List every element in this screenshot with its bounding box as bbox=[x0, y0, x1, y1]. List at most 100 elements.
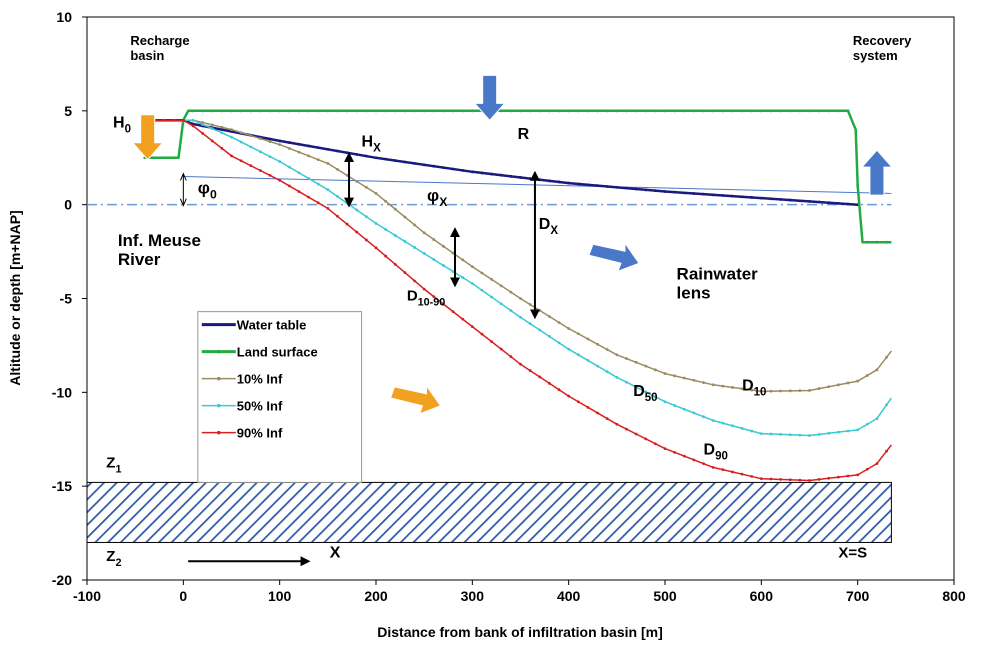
series-point-water-table bbox=[731, 194, 734, 198]
series-point-land-surface bbox=[596, 109, 599, 113]
series-point-90-inf bbox=[740, 472, 744, 476]
series-point-50-inf bbox=[249, 145, 253, 149]
series-point-50-inf bbox=[432, 258, 436, 261]
series-point-10-inf bbox=[663, 372, 667, 375]
series-point-10-inf bbox=[336, 167, 339, 171]
series-point-90-inf bbox=[721, 468, 725, 472]
series-point-10-inf bbox=[711, 383, 715, 387]
annotation-phix: φX bbox=[427, 186, 448, 209]
series-point-land-surface bbox=[287, 109, 291, 113]
series-point-90-inf bbox=[615, 422, 619, 426]
series-point-50-inf bbox=[759, 432, 763, 436]
annotation-d10: D10 bbox=[742, 377, 766, 398]
series-point-50-inf bbox=[731, 424, 734, 428]
series-point-50-inf bbox=[865, 422, 869, 426]
series-point-50-inf bbox=[837, 430, 840, 434]
series-point-water-table bbox=[827, 201, 831, 205]
series-point-water-table bbox=[634, 187, 638, 191]
series-point-10-inf bbox=[316, 158, 320, 162]
series-point-water-table bbox=[625, 186, 628, 190]
series-point-water-table bbox=[297, 142, 301, 146]
series-point-90-inf bbox=[509, 355, 513, 359]
series-point-land-surface bbox=[519, 109, 522, 113]
series-point-10-inf bbox=[788, 389, 792, 393]
series-point-water-table bbox=[509, 174, 513, 178]
series-point-water-table bbox=[740, 195, 744, 199]
series-point-land-surface bbox=[364, 109, 368, 113]
series-point-land-surface bbox=[470, 109, 474, 113]
series-point-50-inf bbox=[721, 421, 725, 425]
series-point-50-inf bbox=[297, 171, 301, 175]
series-point-10-inf bbox=[519, 297, 522, 300]
series-point-water-table bbox=[750, 196, 754, 199]
series-point-50-inf bbox=[615, 375, 619, 379]
series-point-land-surface bbox=[788, 109, 792, 113]
series-point-10-inf bbox=[682, 376, 686, 380]
series-point-water-table bbox=[307, 144, 310, 148]
series-point-10-inf bbox=[499, 284, 503, 288]
series-point-land-surface bbox=[711, 109, 715, 113]
series-point-90-inf bbox=[538, 375, 542, 379]
series-point-90-inf bbox=[413, 279, 416, 283]
series-point-50-inf bbox=[422, 252, 426, 255]
series-point-50-inf bbox=[798, 433, 802, 437]
series-point-90-inf bbox=[692, 458, 696, 462]
x-tick-label: 100 bbox=[268, 588, 292, 604]
series-point-10-inf bbox=[875, 368, 879, 372]
series-point-water-table bbox=[605, 185, 609, 188]
series-point-water-table bbox=[779, 198, 782, 201]
series-point-10-inf bbox=[731, 386, 734, 389]
series-point-land-surface bbox=[442, 109, 445, 113]
y-tick-label: 0 bbox=[64, 197, 72, 213]
x-tick-label: -100 bbox=[73, 588, 101, 604]
series-point-10-inf bbox=[808, 389, 811, 392]
series-point-50-inf bbox=[307, 176, 310, 180]
basement-hatch bbox=[86, 481, 892, 543]
series-point-10-inf bbox=[692, 378, 696, 382]
series-point-90-inf bbox=[750, 475, 754, 478]
series-point-50-inf bbox=[393, 234, 397, 237]
series-point-50-inf bbox=[750, 429, 754, 433]
series-point-land-surface bbox=[856, 184, 860, 188]
series-point-10-inf bbox=[220, 125, 224, 129]
series-point-90-inf bbox=[576, 400, 580, 404]
legend-marker bbox=[216, 349, 221, 354]
series-point-90-inf bbox=[548, 381, 551, 385]
series-point-90-inf bbox=[490, 340, 493, 344]
series-point-10-inf bbox=[596, 342, 599, 346]
series-point-land-surface bbox=[586, 109, 590, 113]
series-point-90-inf bbox=[181, 118, 185, 122]
series-point-10-inf bbox=[230, 128, 233, 132]
series-point-10-inf bbox=[740, 387, 744, 391]
series-point-90-inf bbox=[461, 317, 465, 321]
series-point-land-surface bbox=[461, 109, 465, 113]
series-point-90-inf bbox=[287, 184, 291, 188]
series-point-50-inf bbox=[374, 222, 378, 225]
x-tick-label: 300 bbox=[461, 588, 485, 604]
series-point-50-inf bbox=[576, 353, 580, 357]
series-point-10-inf bbox=[413, 223, 416, 227]
series-point-10-inf bbox=[548, 315, 551, 318]
series-point-10-inf bbox=[769, 389, 773, 393]
series-point-90-inf bbox=[759, 477, 763, 481]
series-point-land-surface bbox=[827, 109, 831, 113]
series-point-90-inf bbox=[499, 347, 503, 351]
series-point-water-table bbox=[711, 193, 715, 197]
series-point-10-inf bbox=[634, 360, 638, 364]
series-point-90-inf bbox=[201, 131, 205, 135]
series-point-10-inf bbox=[885, 355, 888, 359]
x-tick-label: 500 bbox=[653, 588, 677, 604]
series-point-90-inf bbox=[345, 222, 349, 226]
series-point-50-inf bbox=[509, 309, 513, 312]
series-point-water-table bbox=[538, 178, 542, 182]
series-point-50-inf bbox=[528, 322, 532, 326]
annotation-recharge-basin: Recharge basin bbox=[130, 33, 189, 63]
series-point-water-table bbox=[499, 173, 503, 177]
series-point-90-inf bbox=[384, 254, 388, 258]
series-point-90-inf bbox=[653, 442, 657, 446]
series-point-50-inf bbox=[278, 160, 282, 163]
block-arrow-diag bbox=[389, 384, 442, 415]
series-point-10-inf bbox=[461, 258, 465, 262]
y-tick-label: -5 bbox=[60, 291, 73, 307]
